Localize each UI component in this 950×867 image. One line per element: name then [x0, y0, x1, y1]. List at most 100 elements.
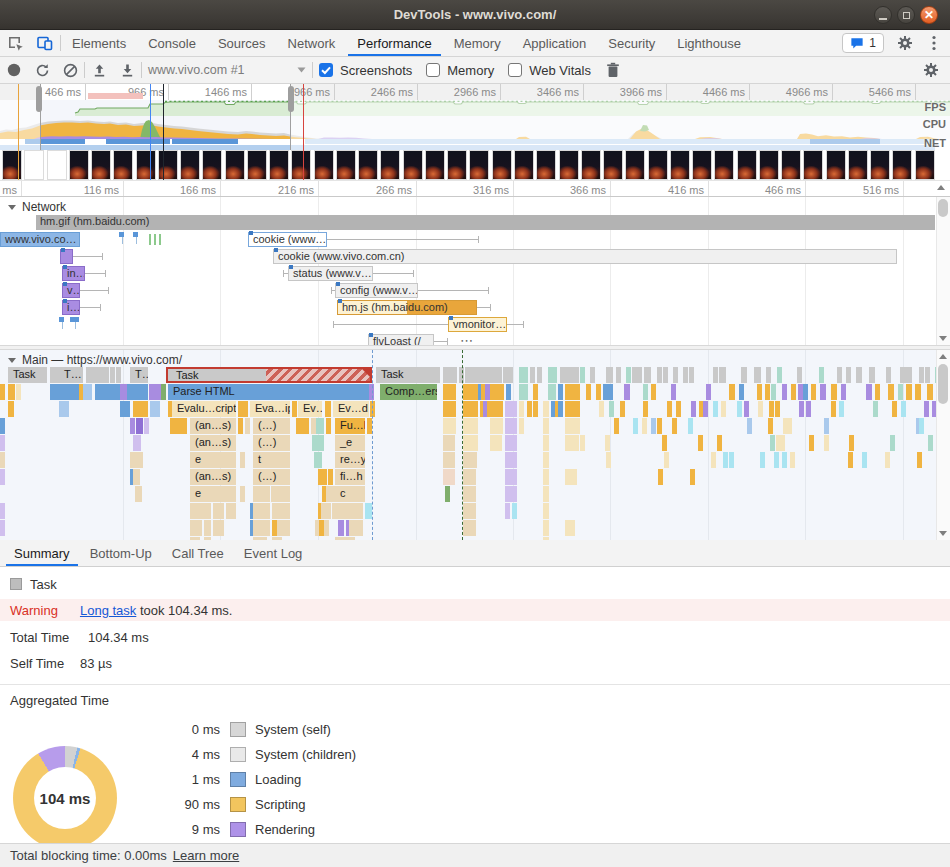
more-options-button[interactable]	[926, 35, 942, 51]
flame-bar[interactable]	[548, 367, 557, 383]
flame-bar[interactable]	[760, 452, 765, 468]
flame-bar[interactable]	[463, 418, 478, 434]
screenshot-thumbnail[interactable]	[24, 150, 44, 180]
flame-bar[interactable]	[606, 452, 611, 468]
flame-bar[interactable]	[606, 367, 613, 383]
screenshot-thumbnail[interactable]	[559, 150, 579, 180]
flame-bar[interactable]	[443, 384, 456, 400]
flame-bar[interactable]	[744, 401, 749, 417]
flame-bar[interactable]	[580, 435, 585, 451]
flame-bar[interactable]	[806, 401, 811, 417]
network-request-bar[interactable]: www.vivo.co…	[0, 232, 80, 247]
flame-bar[interactable]	[580, 367, 585, 383]
screenshot-thumbnail[interactable]	[469, 150, 489, 180]
flame-bar[interactable]	[135, 486, 142, 502]
checkbox-web-vitals[interactable]: Web Vitals	[508, 63, 591, 78]
tab-elements[interactable]: Elements	[61, 30, 137, 56]
flame-bar[interactable]	[811, 384, 816, 400]
flame-bar[interactable]	[565, 418, 580, 434]
tab-lighthouse[interactable]: Lighthouse	[666, 30, 752, 56]
flame-bar[interactable]	[490, 401, 503, 417]
scroll-down-arrow[interactable]	[939, 531, 947, 536]
flame-bar[interactable]: re…y	[335, 452, 365, 468]
tab-sources[interactable]: Sources	[207, 30, 277, 56]
flame-bar[interactable]	[322, 469, 327, 485]
flame-bar[interactable]	[0, 435, 5, 451]
flame-bar[interactable]: (…)	[253, 418, 290, 434]
flame-bar[interactable]	[691, 401, 696, 417]
flame-bar[interactable]	[754, 367, 761, 383]
flame-bar[interactable]	[125, 401, 130, 417]
flame-bar[interactable]	[741, 367, 747, 383]
flame-bar[interactable]	[777, 367, 782, 383]
flame-bar[interactable]: Fu…l	[335, 418, 365, 434]
flame-bar[interactable]	[503, 367, 513, 383]
screenshot-thumbnail[interactable]	[848, 150, 868, 180]
flame-bar[interactable]	[130, 452, 143, 468]
flame-bar[interactable]	[245, 418, 250, 434]
flame-bar[interactable]	[651, 418, 656, 434]
flame-bar[interactable]: Ev…t	[298, 401, 322, 417]
tab-application[interactable]: Application	[512, 30, 598, 56]
flame-bar[interactable]	[326, 503, 331, 519]
screenshot-thumbnail[interactable]	[803, 150, 823, 180]
screenshot-thumbnail[interactable]	[781, 150, 801, 180]
flame-bar[interactable]	[110, 367, 115, 383]
save-profile-button[interactable]	[113, 57, 141, 83]
flame-bar[interactable]	[490, 418, 503, 434]
network-request-bar[interactable]: flvLoast (/	[368, 334, 434, 345]
network-request-bar[interactable]: config (www.v…	[335, 283, 418, 298]
flame-bar[interactable]	[672, 418, 677, 434]
tab-call-tree[interactable]: Call Tree	[162, 540, 234, 566]
long-task-link[interactable]: Long task	[80, 603, 136, 618]
flame-bar[interactable]	[463, 503, 476, 519]
screenshot-thumbnail[interactable]	[136, 150, 156, 180]
flame-bar[interactable]	[519, 367, 528, 383]
flame-bar[interactable]	[643, 384, 648, 400]
flame-bar[interactable]	[161, 384, 166, 400]
flame-bar[interactable]	[144, 418, 149, 434]
flame-bar[interactable]	[505, 503, 510, 519]
flame-bar[interactable]	[782, 384, 787, 400]
tab-security[interactable]: Security	[597, 30, 666, 56]
tab-summary[interactable]: Summary	[4, 540, 80, 566]
flame-bar[interactable]	[127, 384, 148, 400]
flame-bar[interactable]	[768, 418, 773, 434]
record-button[interactable]	[0, 57, 28, 83]
flame-bar[interactable]: T…	[59, 367, 83, 383]
maximize-button[interactable]	[897, 6, 915, 24]
flame-bar[interactable]	[862, 452, 867, 468]
flame-bar[interactable]	[890, 435, 895, 451]
flame-bar[interactable]	[663, 367, 668, 383]
flame-bar[interactable]: Ev…d	[333, 401, 369, 417]
flame-bar[interactable]	[443, 452, 455, 468]
flame-bar[interactable]	[335, 503, 363, 519]
flame-bar[interactable]	[658, 469, 663, 485]
flame-bar[interactable]	[490, 384, 504, 400]
flame-bar[interactable]	[543, 520, 549, 536]
flame-bar[interactable]	[791, 384, 796, 400]
screenshot-thumbnail[interactable]	[826, 150, 846, 180]
flame-bar[interactable]	[83, 384, 92, 400]
flame-bar[interactable]	[519, 384, 528, 400]
profile-select[interactable]: www.vivo.com #1	[148, 63, 306, 77]
screenshot-thumbnail[interactable]	[714, 150, 734, 180]
flame-bar[interactable]	[325, 401, 331, 417]
flame-bar[interactable]	[565, 469, 577, 485]
screenshot-thumbnail[interactable]	[915, 150, 935, 180]
flame-bar[interactable]	[633, 418, 638, 434]
flame-bar[interactable]	[787, 418, 792, 434]
flame-bar[interactable]: t	[253, 452, 290, 468]
flame-bar[interactable]	[747, 418, 752, 434]
tab-bottom-up[interactable]: Bottom-Up	[80, 540, 162, 566]
flame-bar[interactable]	[651, 384, 656, 400]
flame-bar[interactable]	[543, 503, 549, 519]
checkbox-memory[interactable]: Memory	[426, 63, 494, 78]
flame-bar[interactable]	[780, 435, 785, 451]
selection-handle-left[interactable]	[36, 86, 42, 112]
close-button[interactable]: ✕	[920, 6, 938, 24]
flame-bar[interactable]	[770, 435, 775, 451]
flame-bar[interactable]	[925, 367, 930, 383]
flame-bar[interactable]	[505, 452, 517, 468]
flame-bar[interactable]	[519, 401, 524, 417]
